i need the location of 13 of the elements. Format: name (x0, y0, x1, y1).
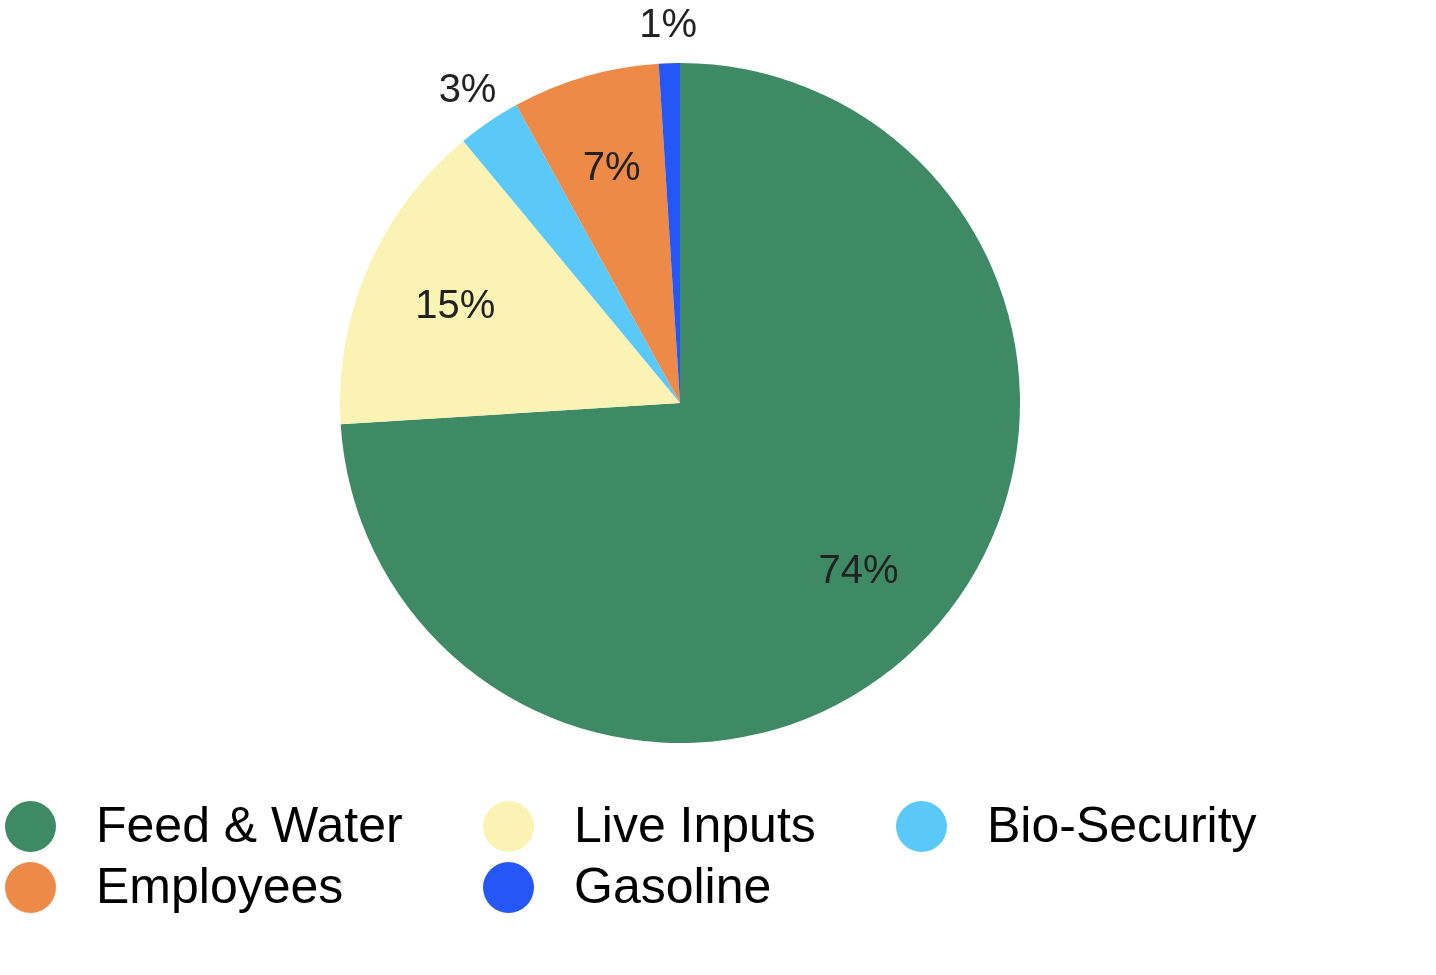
data-label: 15% (415, 281, 496, 326)
data-label: 7% (582, 143, 641, 188)
legend-label: Live Inputs (574, 796, 816, 853)
legend-label: Bio-Security (987, 796, 1257, 853)
data-label: 1% (639, 1, 698, 46)
legend-label: Employees (96, 857, 344, 914)
data-label: 74% (818, 546, 899, 591)
pie-slice (340, 141, 680, 425)
pie-slice (340, 63, 1020, 743)
legend-label: Gasoline (574, 857, 772, 914)
pie-slice (516, 63, 680, 403)
legend-label: Feed & Water (96, 796, 403, 853)
data-label: 3% (438, 66, 497, 111)
